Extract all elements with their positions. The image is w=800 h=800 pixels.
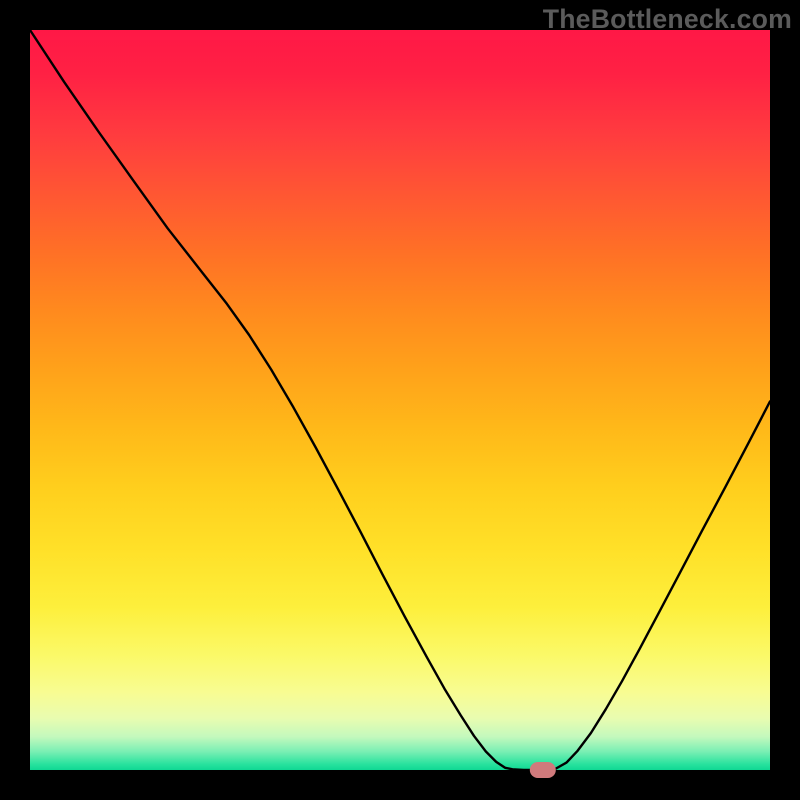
gradient-background <box>30 30 770 770</box>
optimum-marker <box>530 762 556 778</box>
bottleneck-curve-chart <box>0 0 800 800</box>
chart-stage: TheBottleneck.com <box>0 0 800 800</box>
watermark-text: TheBottleneck.com <box>543 4 792 35</box>
